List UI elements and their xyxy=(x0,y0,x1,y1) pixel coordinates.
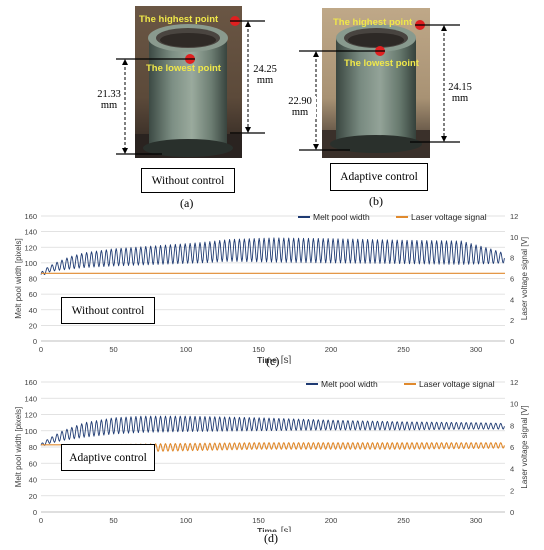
x-tick-label: 300 xyxy=(470,345,483,354)
x-axis-label: Time xyxy=(257,526,277,532)
y2-tick-label: 6 xyxy=(510,443,514,452)
x-axis-unit: [s] xyxy=(281,355,292,364)
y-tick-label: 120 xyxy=(24,411,37,420)
photo-without-control xyxy=(135,6,242,158)
label-box-without-control: Without control xyxy=(141,168,235,193)
y-tick-label: 0 xyxy=(33,337,37,346)
x-tick-label: 0 xyxy=(39,345,43,354)
dimension-left-a-value: 21.33 xyxy=(97,89,121,100)
y2-tick-label: 4 xyxy=(510,465,514,474)
caption-c: (c) xyxy=(266,354,280,368)
x-tick-label: 300 xyxy=(470,516,483,525)
x-tick-label: 200 xyxy=(325,345,338,354)
legend-label: Melt pool width xyxy=(313,212,370,222)
photo-cylinder-b xyxy=(322,8,430,158)
label-box-adaptive-control: Adaptive control xyxy=(330,163,428,191)
dimension-left-b: 22.90 mm xyxy=(284,96,316,118)
y2-tick-label: 10 xyxy=(510,233,518,242)
y2-tick-label: 4 xyxy=(510,295,514,304)
legend-label: Melt pool width xyxy=(321,379,378,389)
caption-d: (d) xyxy=(264,531,278,545)
dimension-lines-a xyxy=(116,16,265,155)
legend-label: Laser voltage signal xyxy=(419,379,495,389)
dimension-lines-b xyxy=(299,20,460,151)
x-tick-label: 150 xyxy=(252,516,265,525)
y-tick-label: 40 xyxy=(29,476,37,485)
x-tick-label: 0 xyxy=(39,516,43,525)
caption-a: (a) xyxy=(180,196,194,210)
x-tick-label: 50 xyxy=(109,345,117,354)
dimension-left-a-unit: mm xyxy=(100,100,118,111)
y2-tick-label: 2 xyxy=(510,486,514,495)
dimension-right-b: 24.15 mm xyxy=(444,82,476,104)
dimension-left-b-value: 22.90 xyxy=(288,96,312,107)
y-tick-label: 60 xyxy=(29,459,37,468)
photo-adaptive-control xyxy=(322,8,430,158)
y2-tick-label: 2 xyxy=(510,316,514,325)
y2-tick-label: 12 xyxy=(510,212,518,221)
x-tick-label: 100 xyxy=(180,345,193,354)
dimension-right-b-value: 24.15 xyxy=(448,82,472,93)
x-tick-label: 50 xyxy=(109,516,117,525)
y-tick-label: 80 xyxy=(29,275,37,284)
y-tick-label: 60 xyxy=(29,290,37,299)
y2-tick-label: 8 xyxy=(510,254,514,263)
y-tick-label: 40 xyxy=(29,306,37,315)
label-highest-point-a: The highest point xyxy=(139,14,219,25)
y-tick-label: 100 xyxy=(24,427,37,436)
y2-tick-label: 0 xyxy=(510,508,514,517)
y-tick-label: 100 xyxy=(24,259,37,268)
y-tick-label: 140 xyxy=(24,228,37,237)
x-tick-label: 100 xyxy=(180,516,193,525)
y-tick-label: 80 xyxy=(29,443,37,452)
dimension-right-b-unit: mm xyxy=(451,93,469,104)
label-lowest-point-a: The lowest point xyxy=(146,63,221,74)
y2-tick-label: 6 xyxy=(510,275,514,284)
dimension-right-a-value: 24.25 xyxy=(253,64,277,75)
chart-label-box-without-control: Without control xyxy=(61,297,155,324)
y2-axis-label: Laser voltage signal [V] xyxy=(520,237,529,320)
x-axis-label: Time xyxy=(257,355,277,364)
dimension-left-b-unit: mm xyxy=(291,107,309,118)
y-tick-label: 160 xyxy=(24,378,37,387)
y-tick-label: 160 xyxy=(24,212,37,221)
dimension-right-a-unit: mm xyxy=(256,75,274,86)
y-tick-label: 20 xyxy=(29,321,37,330)
caption-b: (b) xyxy=(369,194,383,208)
y-tick-label: 0 xyxy=(33,508,37,517)
series-line-melt-pool-width xyxy=(40,415,505,446)
y2-tick-label: 12 xyxy=(510,378,518,387)
x-tick-label: 200 xyxy=(325,516,338,525)
x-tick-label: 250 xyxy=(397,516,410,525)
y2-tick-label: 8 xyxy=(510,421,514,430)
y2-tick-label: 0 xyxy=(510,337,514,346)
photo-cylinder-a xyxy=(135,6,242,158)
dimension-right-a: 24.25 mm xyxy=(250,64,280,86)
series-line-melt-pool-width xyxy=(40,237,505,276)
legend-label: Laser voltage signal xyxy=(411,212,487,222)
chart-label-box-adaptive-control: Adaptive control xyxy=(61,444,155,471)
x-tick-label: 250 xyxy=(397,345,410,354)
label-highest-point-b: The highest point xyxy=(333,17,413,28)
y-tick-label: 140 xyxy=(24,394,37,403)
y2-tick-label: 10 xyxy=(510,400,518,409)
x-tick-label: 150 xyxy=(252,345,265,354)
y-axis-label: Melt pool width [pixels] xyxy=(14,407,23,487)
y-axis-label: Melt pool width [pixels] xyxy=(14,238,23,318)
x-axis-unit: [s] xyxy=(281,526,292,532)
y-tick-label: 120 xyxy=(24,243,37,252)
label-lowest-point-b: The lowest point xyxy=(344,58,419,69)
y-tick-label: 20 xyxy=(29,492,37,501)
y2-axis-label: Laser voltage signal [V] xyxy=(520,405,529,488)
dimension-left-a: 21.33 mm xyxy=(94,89,124,111)
